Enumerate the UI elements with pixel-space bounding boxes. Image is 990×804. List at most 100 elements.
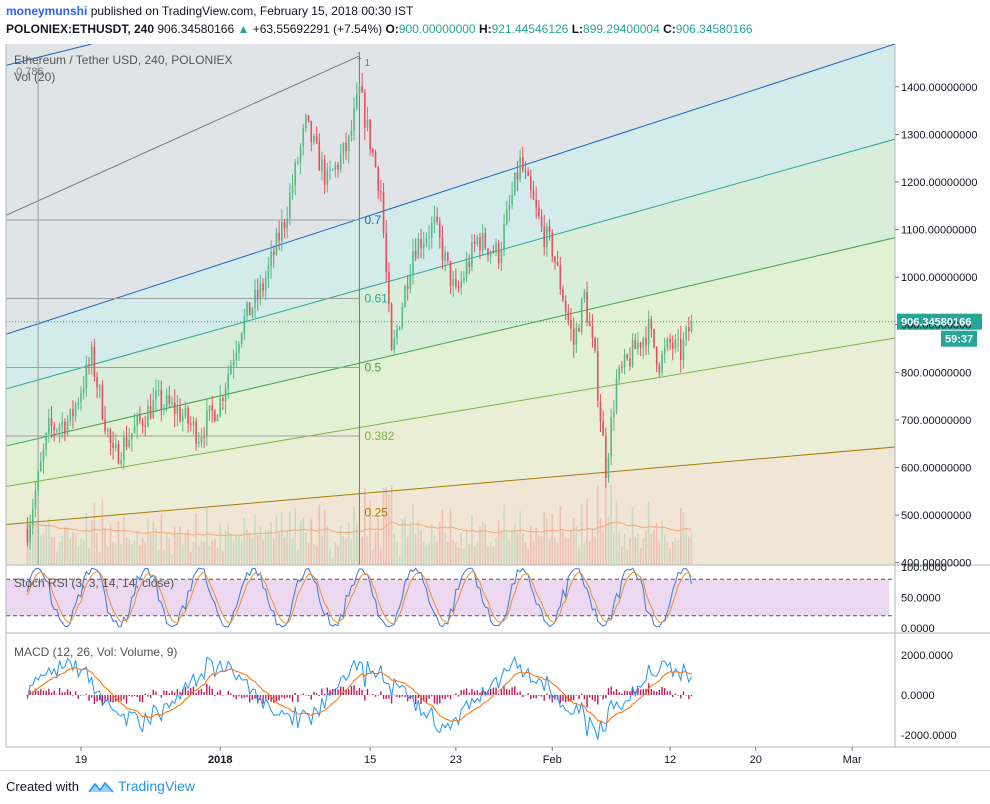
volume-bar bbox=[433, 535, 436, 565]
macd-histogram-bar bbox=[441, 695, 444, 699]
volume-bar bbox=[591, 528, 594, 565]
candle-body bbox=[34, 490, 37, 509]
volume-bar bbox=[197, 545, 200, 565]
candle-body bbox=[323, 159, 326, 185]
tradingview-brand-link[interactable]: TradingView bbox=[118, 778, 196, 794]
candle-body bbox=[112, 443, 114, 448]
candle-body bbox=[610, 417, 612, 457]
candle-body bbox=[398, 326, 401, 330]
volume-bar bbox=[596, 485, 599, 565]
macd-histogram-bar bbox=[658, 689, 661, 695]
macd-histogram-bar bbox=[340, 686, 342, 695]
volume-bar bbox=[307, 542, 310, 565]
candle-body bbox=[444, 252, 446, 261]
price-chart[interactable]: 0.7 0.61 0.5 0.382 0.25 11 0.786 400.00000000 50… bbox=[0, 44, 990, 770]
macd-pane-title: MACD (12, 26, Vol: Volume, 9) bbox=[14, 645, 177, 659]
volume-bar bbox=[452, 540, 454, 565]
volume-bar bbox=[318, 504, 321, 565]
macd-histogram-bar bbox=[661, 686, 663, 695]
macd-histogram-bar bbox=[275, 695, 278, 702]
volume-bar bbox=[388, 494, 390, 565]
volume-bar bbox=[262, 539, 264, 565]
volume-bar bbox=[184, 533, 187, 565]
volume-bar bbox=[535, 527, 537, 565]
candle-body bbox=[682, 339, 685, 361]
macd-histogram-bar bbox=[548, 695, 551, 700]
macd-histogram-bar bbox=[599, 694, 602, 696]
candle-body bbox=[195, 421, 197, 444]
volume-bar bbox=[101, 499, 104, 565]
macd-histogram-bar bbox=[404, 695, 406, 697]
candle-body bbox=[575, 327, 578, 345]
x-tick-label: 20 bbox=[750, 754, 762, 766]
volume-bar bbox=[428, 543, 430, 565]
volume-bar bbox=[259, 526, 262, 565]
macd-signal-line bbox=[27, 666, 692, 725]
candle-body bbox=[377, 167, 380, 191]
open-label: O: bbox=[385, 22, 399, 36]
volume-bar bbox=[548, 539, 551, 565]
volume-bar bbox=[302, 517, 305, 565]
macd-histogram-bar bbox=[527, 693, 529, 695]
macd-histogram-bar bbox=[69, 691, 71, 695]
volume-bar bbox=[321, 534, 323, 565]
volume-bar bbox=[281, 511, 283, 565]
macd-histogram-bar bbox=[310, 695, 312, 700]
candle-body bbox=[538, 207, 540, 217]
volume-bar bbox=[690, 533, 693, 565]
volume-bar bbox=[412, 503, 414, 565]
macd-histogram-bar bbox=[77, 695, 79, 699]
macd-histogram-bar bbox=[206, 683, 208, 695]
volume-bar bbox=[64, 527, 66, 565]
macd-histogram-bar bbox=[163, 690, 165, 695]
macd-histogram-bar bbox=[479, 692, 481, 695]
username-link[interactable]: moneymunshi bbox=[6, 4, 88, 18]
y-tick-label: 400.00000000 bbox=[901, 558, 971, 570]
volume-bar bbox=[141, 537, 144, 565]
candle-body bbox=[647, 319, 650, 346]
y-tick-label: 1100.00000000 bbox=[901, 225, 977, 237]
macd-histogram-bar bbox=[139, 695, 141, 702]
candle-body bbox=[535, 199, 537, 208]
macd-histogram-bar bbox=[409, 695, 412, 700]
candle-body bbox=[420, 238, 422, 249]
volume-bar bbox=[457, 547, 460, 565]
macd-histogram-bar bbox=[570, 695, 572, 702]
macd-histogram-bar bbox=[329, 689, 331, 695]
candle-body bbox=[289, 192, 291, 219]
candle-body bbox=[192, 421, 195, 425]
volume-bar bbox=[120, 544, 122, 565]
volume-bar bbox=[112, 541, 114, 565]
candle-body bbox=[476, 237, 479, 244]
volume-bar bbox=[637, 533, 639, 565]
volume-bar bbox=[224, 530, 227, 565]
candle-body bbox=[347, 135, 350, 152]
volume-bar bbox=[393, 533, 396, 565]
fib-band bbox=[6, 338, 895, 525]
candle-body bbox=[26, 529, 29, 543]
candle-body bbox=[128, 439, 130, 447]
candle-body bbox=[688, 327, 690, 332]
macd-histogram-bar bbox=[390, 695, 393, 704]
macd-histogram-bar bbox=[326, 687, 329, 695]
volume-bar bbox=[653, 529, 655, 565]
y-tick-label: 1200.00000000 bbox=[901, 177, 977, 189]
volume-bar bbox=[238, 535, 240, 565]
macd-histogram-bar bbox=[677, 695, 679, 696]
candle-body bbox=[447, 252, 449, 261]
volume-bar bbox=[37, 517, 39, 565]
volume-bar bbox=[642, 538, 645, 565]
candle-body bbox=[114, 443, 117, 448]
macd-histogram-bar bbox=[251, 695, 254, 700]
volume-bar bbox=[688, 536, 690, 565]
volume-bar bbox=[58, 541, 61, 565]
candle-body bbox=[484, 232, 487, 249]
macd-histogram-bar bbox=[294, 692, 296, 695]
volume-bar bbox=[540, 536, 543, 565]
volume-bar bbox=[69, 538, 72, 565]
macd-histogram-bar bbox=[586, 695, 588, 708]
volume-bar bbox=[176, 532, 179, 565]
candle-body bbox=[564, 300, 567, 312]
volume-bar bbox=[248, 532, 251, 565]
candle-body bbox=[281, 222, 283, 241]
